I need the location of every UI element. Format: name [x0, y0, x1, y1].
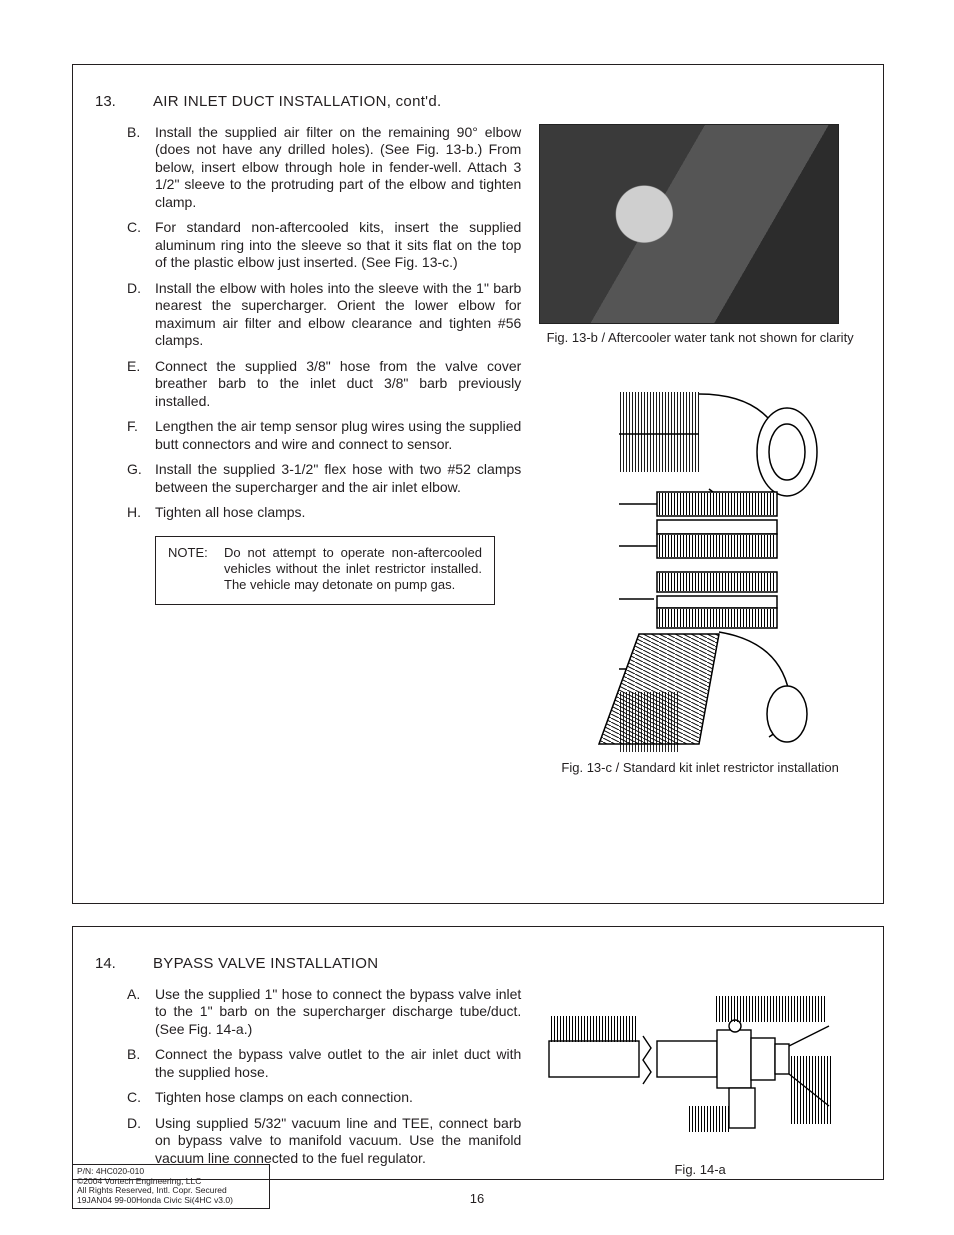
list-item: D. Install the elbow with holes into the… [125, 280, 521, 350]
list-item: H. Tighten all hose clamps. [125, 504, 521, 522]
section-14-text-column: A. Use the supplied 1" hose to connect t… [95, 986, 521, 1178]
item-letter: C. [125, 1089, 155, 1107]
section-13-heading: 13. AIR INLET DUCT INSTALLATION, cont'd. [95, 93, 861, 112]
item-letter: F. [125, 418, 155, 453]
figure-14a-caption: Fig. 14-a [539, 1162, 861, 1178]
note-label: NOTE: [168, 545, 224, 594]
list-item: F. Lengthen the air temp sensor plug wir… [125, 418, 521, 453]
section-13-text-column: B. Install the supplied air filter on th… [95, 124, 521, 777]
page-number: 16 [0, 1191, 954, 1207]
list-item: C. Tighten hose clamps on each connectio… [125, 1089, 521, 1107]
figure-14a-diagram [539, 986, 839, 1156]
section-13-figure-column: Fig. 13-b / Aftercooler water tank not s… [539, 124, 861, 777]
item-text: Install the elbow with holes into the sl… [155, 280, 521, 350]
list-item: A. Use the supplied 1" hose to connect t… [125, 986, 521, 1039]
item-letter: H. [125, 504, 155, 522]
figure-13c-diagram [539, 374, 839, 754]
item-text: Install the supplied 3-1/2" flex hose wi… [155, 461, 521, 496]
note-box: NOTE: Do not attempt to operate non-afte… [155, 536, 495, 605]
figure-13b-photo [539, 124, 839, 324]
item-letter: A. [125, 986, 155, 1039]
item-text: Connect the bypass valve outlet to the a… [155, 1046, 521, 1081]
list-item: C. For standard non-aftercooled kits, in… [125, 219, 521, 272]
page-content: 13. AIR INLET DUCT INSTALLATION, cont'd.… [72, 64, 884, 1184]
item-letter: B. [125, 1046, 155, 1081]
section-14-box: 14. BYPASS VALVE INSTALLATION A. Use the… [72, 926, 884, 1180]
section-13-box: 13. AIR INLET DUCT INSTALLATION, cont'd.… [72, 64, 884, 904]
item-text: Connect the supplied 3/8" hose from the … [155, 358, 521, 411]
section-13-number: 13. [95, 93, 153, 112]
item-text: Tighten hose clamps on each connection. [155, 1089, 521, 1107]
section-14-title: BYPASS VALVE INSTALLATION [153, 955, 378, 974]
section-14-figure-column: Fig. 14-a [539, 986, 861, 1178]
figure-13c-caption: Fig. 13-c / Standard kit inlet restricto… [539, 760, 861, 776]
item-letter: E. [125, 358, 155, 411]
section-13-title: AIR INLET DUCT INSTALLATION, cont'd. [153, 93, 441, 112]
list-item: B. Install the supplied air filter on th… [125, 124, 521, 212]
item-letter: D. [125, 280, 155, 350]
section-14-heading: 14. BYPASS VALVE INSTALLATION [95, 955, 861, 974]
item-letter: G. [125, 461, 155, 496]
section-14-number: 14. [95, 955, 153, 974]
list-item: G. Install the supplied 3-1/2" flex hose… [125, 461, 521, 496]
item-text: Using supplied 5/32" vacuum line and TEE… [155, 1115, 521, 1168]
item-text: Use the supplied 1" hose to connect the … [155, 986, 521, 1039]
item-letter: C. [125, 219, 155, 272]
item-text: Install the supplied air filter on the r… [155, 124, 521, 212]
figure-13b-caption: Fig. 13-b / Aftercooler water tank not s… [539, 330, 861, 346]
note-text: Do not attempt to operate non-aftercoole… [224, 545, 482, 594]
list-item: D. Using supplied 5/32" vacuum line and … [125, 1115, 521, 1168]
item-text: Lengthen the air temp sensor plug wires … [155, 418, 521, 453]
item-text: Tighten all hose clamps. [155, 504, 521, 522]
item-text: For standard non-aftercooled kits, inser… [155, 219, 521, 272]
list-item: B. Connect the bypass valve outlet to th… [125, 1046, 521, 1081]
list-item: E. Connect the supplied 3/8" hose from t… [125, 358, 521, 411]
item-letter: B. [125, 124, 155, 212]
item-letter: D. [125, 1115, 155, 1168]
